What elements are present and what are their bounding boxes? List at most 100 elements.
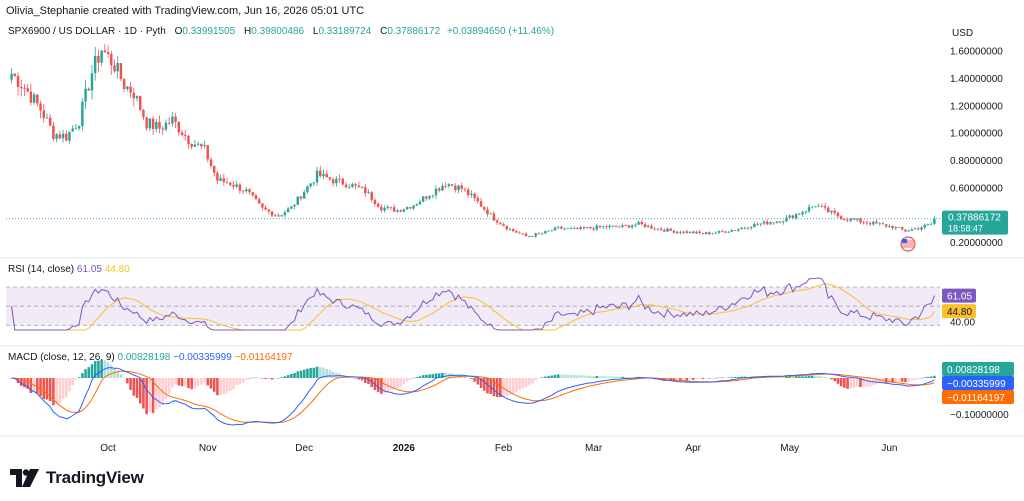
candle-body (257, 199, 261, 204)
candle-body (187, 135, 190, 145)
candle-body (907, 230, 910, 232)
macd-histogram-bar (135, 378, 139, 398)
candle-body (917, 228, 920, 230)
macd-histogram-bar (42, 378, 46, 400)
candle-body (299, 196, 303, 199)
candle-body (415, 204, 418, 206)
candle-body (280, 215, 283, 217)
macd-line-axis-badge (942, 376, 1014, 390)
macd-histogram-bar (698, 378, 701, 379)
candle-body (90, 73, 94, 91)
macd-histogram-bar (913, 378, 917, 380)
candle-body (283, 212, 287, 216)
candle-body (904, 229, 907, 232)
candle-body (801, 212, 804, 215)
macd-histogram-bar (878, 378, 882, 384)
macd-histogram-bar (495, 378, 499, 398)
macd-histogram-bar (550, 375, 554, 378)
candle-body (929, 223, 933, 225)
macd-histogram-bar (521, 378, 525, 389)
price-axis-tick: 0.20000000 (950, 238, 1003, 249)
macd-title[interactable]: MACD (close, 12, 26, 9) (8, 352, 115, 363)
macd-histogram-bar (122, 377, 126, 379)
macd-histogram-bar (126, 378, 129, 384)
candle-body (216, 172, 219, 181)
macd-histogram-bar (470, 378, 473, 379)
macd-histogram-bar (389, 378, 393, 390)
candle-body (428, 196, 431, 199)
candle-body (110, 53, 113, 66)
candle-body (598, 225, 602, 228)
macd-histogram-bar (875, 378, 878, 385)
candle-body (132, 92, 136, 99)
macd-histogram-bar (907, 378, 910, 382)
macd-histogram-bar (39, 378, 42, 396)
candle-body (319, 170, 322, 177)
candle-body (409, 207, 412, 209)
macd-histogram-bar (772, 376, 775, 378)
candle-body (347, 187, 351, 188)
candle-body (695, 231, 698, 234)
candle-body (653, 228, 656, 230)
candle-body (881, 223, 885, 225)
macd-histogram-bar (434, 373, 438, 378)
candle-body (746, 227, 750, 229)
macd-histogram-bar (576, 375, 579, 378)
close-label: C (380, 26, 388, 37)
candle-body (190, 144, 193, 147)
symbol-legend: SPX6900 / US DOLLAR · 1D · Pyth O0.33991… (8, 26, 554, 37)
macd-histogram-bar (701, 378, 705, 380)
candle-body (386, 206, 390, 208)
candle-body (505, 225, 508, 230)
candle-body (688, 231, 692, 234)
macd-histogram-bar (187, 378, 190, 389)
rsi-legend: RSI (14, close) 61.05 44.80 (8, 264, 130, 275)
candle-body (601, 226, 605, 228)
macd-histogram-bar (563, 374, 566, 378)
tradingview-logo[interactable]: TradingView (10, 468, 144, 488)
macd-histogram-bar (228, 378, 232, 392)
macd-histogram-bar (843, 378, 846, 388)
macd-histogram-bar (109, 365, 113, 378)
macd-histogram-bar (781, 377, 785, 378)
candle-body (23, 88, 26, 89)
candle-body (579, 227, 582, 230)
candle-body (762, 221, 766, 224)
macd-histogram-bar (261, 378, 264, 379)
candle-body (544, 231, 547, 234)
chart-credit: Olivia_Stephanie created with TradingVie… (6, 5, 365, 17)
macd-histogram-bar (695, 378, 698, 380)
candle-body (743, 227, 746, 229)
macd-histogram-bar (158, 378, 161, 408)
candle-body (868, 223, 872, 225)
macd-histogram-bar (58, 378, 62, 404)
macd-histogram-bar (891, 378, 894, 383)
macd-histogram-bar (868, 378, 872, 387)
time-axis-tick: Mar (585, 443, 603, 454)
macd-histogram-bar (476, 378, 480, 385)
candle-body (810, 206, 814, 208)
macd-histogram-bar (52, 378, 55, 406)
macd-histogram-bar (248, 377, 251, 379)
macd-histogram-bar (794, 376, 798, 378)
candle-body (875, 221, 878, 224)
macd-histogram-bar (402, 378, 406, 385)
candle-body (884, 224, 888, 227)
candle-body (421, 196, 425, 202)
symbol-name[interactable]: SPX6900 / US DOLLAR · 1D · Pyth (8, 26, 166, 37)
candle-body (155, 121, 158, 129)
candle-body (71, 128, 74, 132)
macd-histogram-bar (492, 378, 496, 397)
rsi-title[interactable]: RSI (14, close) (8, 264, 75, 275)
candle-body (473, 193, 476, 199)
candle-body (171, 116, 174, 124)
macd-histogram-bar (595, 375, 599, 378)
candle-body (756, 223, 759, 225)
macd-histogram-bar (392, 378, 396, 390)
candle-body (431, 195, 435, 197)
open-value: 0.33991505 (182, 26, 236, 37)
candle-body (354, 184, 357, 186)
macd-histogram-bar (171, 378, 174, 388)
candle-body (518, 232, 521, 234)
